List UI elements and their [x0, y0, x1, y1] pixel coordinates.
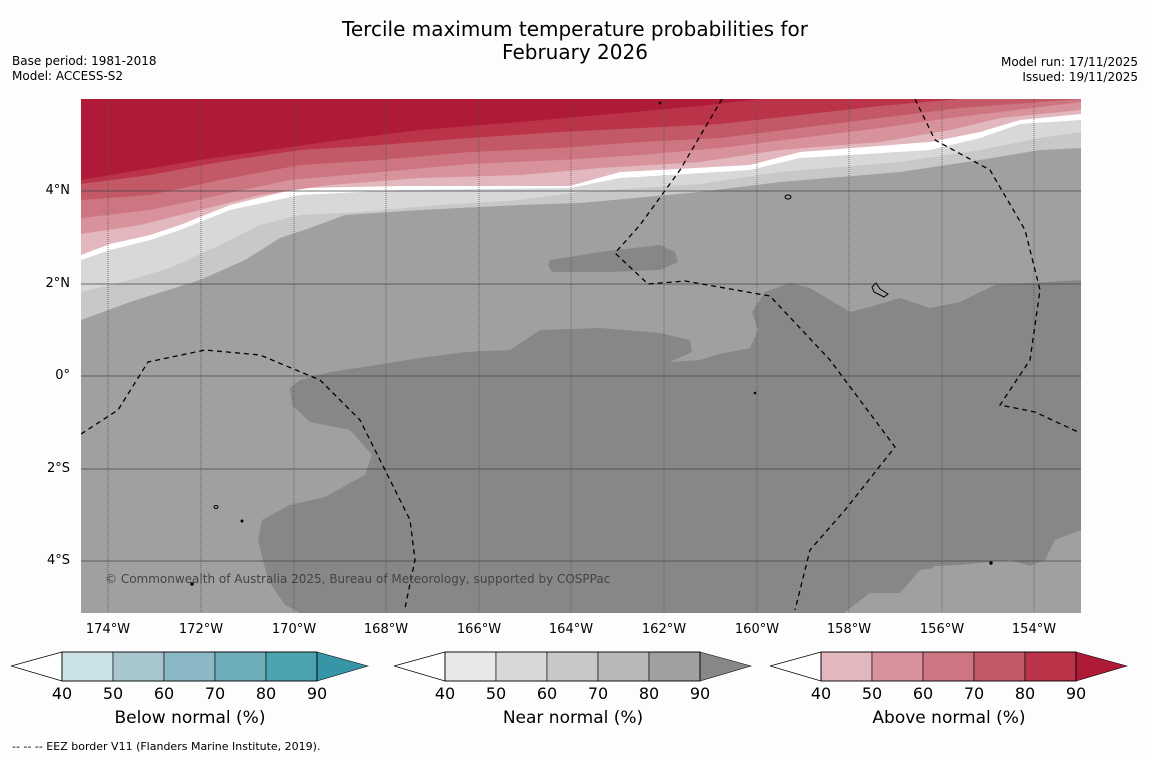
cbar-below-upper-arrow	[316, 651, 369, 682]
lon-label-160w: 160°W	[734, 622, 780, 637]
cbar-above-seg-70-80	[973, 651, 1026, 682]
cbar-above-seg-50-60	[871, 651, 924, 682]
islands	[190, 101, 993, 586]
lon-label-156w: 156°W	[919, 622, 965, 637]
cbar-near-seg-80-90	[648, 651, 701, 682]
near-normal-90-island-region	[548, 245, 678, 272]
cbar-below-tick: 80	[255, 684, 277, 703]
cbar-near-tick: 90	[689, 684, 711, 703]
copyright-note: © Commonwealth of Australia 2025, Bureau…	[105, 572, 611, 586]
cbar-above-seg-60-70	[922, 651, 975, 682]
title-line-2: February 2026	[502, 40, 648, 64]
cbar-below-lower-arrow	[11, 651, 63, 682]
lon-label-174w: 174°W	[85, 622, 131, 637]
cbar-above-tick: 60	[912, 684, 934, 703]
cbar-above-seg-80-90	[1024, 651, 1077, 682]
lon-label-166w: 166°W	[456, 622, 502, 637]
cbar-near-upper-arrow	[699, 651, 752, 682]
cbar-near-tick: 40	[434, 684, 456, 703]
cbar-near-seg-70-80	[597, 651, 650, 682]
lon-label-154w: 154°W	[1011, 622, 1057, 637]
cbar-near-tick: 70	[587, 684, 609, 703]
cbar-near-tick: 80	[638, 684, 660, 703]
cbar-above-seg-40-50	[820, 651, 873, 682]
cbar-below-tick: 50	[102, 684, 124, 703]
cbar-above-title: Above normal (%)	[872, 708, 1026, 728]
eez-footnote: -- -- -- EEZ border V11 (Flanders Marine…	[12, 740, 321, 753]
eez-borders	[81, 99, 1079, 611]
cbar-above-tick: 90	[1065, 684, 1087, 703]
colorbar-below-normal	[11, 651, 369, 682]
title-line-1: Tercile maximum temperature probabilitie…	[342, 17, 808, 41]
cbar-below-seg-40-50	[61, 651, 114, 682]
cbar-above-tick: 80	[1014, 684, 1036, 703]
cbar-near-seg-50-60	[495, 651, 548, 682]
cbar-below-tick: 70	[204, 684, 226, 703]
lon-label-162w: 162°W	[641, 622, 687, 637]
lat-label-4s: 4°S	[46, 553, 70, 568]
cbar-below-tick: 90	[306, 684, 328, 703]
cbar-near-seg-40-50	[444, 651, 497, 682]
cbar-above-lower-arrow	[770, 651, 822, 682]
cbar-near-lower-arrow	[394, 651, 446, 682]
map-fields	[81, 99, 1081, 613]
lat-label-2s: 2°S	[46, 461, 70, 476]
lat-label-2n: 2°N	[45, 276, 71, 291]
cbar-below-seg-70-80	[214, 651, 267, 682]
meta-right: Model run: 17/11/2025 Issued: 19/11/2025	[1001, 55, 1138, 85]
cbar-below-seg-60-70	[163, 651, 216, 682]
cbar-above-tick: 50	[861, 684, 883, 703]
base-period: Base period: 1981-2018	[12, 54, 157, 68]
cbar-near-tick: 60	[536, 684, 558, 703]
cbar-near-tick: 50	[485, 684, 507, 703]
near-normal-80-patch-south	[850, 530, 1081, 613]
cbar-below-tick: 40	[51, 684, 73, 703]
cbar-below-seg-50-60	[112, 651, 165, 682]
lat-label-4n: 4°N	[45, 183, 71, 198]
model-run: Model run: 17/11/2025	[1000, 55, 1138, 69]
cbar-near-seg-60-70	[546, 651, 599, 682]
cbar-below-title: Below normal (%)	[114, 708, 266, 728]
meta-left: Base period: 1981-2018 Model: ACCESS-S2	[12, 54, 157, 84]
colorbar-near-normal	[394, 651, 752, 682]
graticule	[107, 99, 1035, 613]
above-normal-90-band	[81, 99, 760, 180]
near-normal-90-region	[258, 280, 1081, 613]
model-name: Model: ACCESS-S2	[12, 69, 124, 83]
cbar-below-seg-80-90	[265, 651, 318, 682]
cbar-above-upper-arrow	[1075, 651, 1128, 682]
cbar-above-tick: 40	[810, 684, 832, 703]
lon-label-164w: 164°W	[548, 622, 594, 637]
cbar-below-tick: 60	[153, 684, 175, 703]
lon-label-168w: 168°W	[363, 622, 409, 637]
lon-label-158w: 158°W	[826, 622, 872, 637]
lon-label-170w: 170°W	[271, 622, 317, 637]
map-title: Tercile maximum temperature probabilitie…	[0, 18, 1150, 64]
issued-date: Issued: 19/11/2025	[1022, 70, 1138, 84]
lon-label-172w: 172°W	[178, 622, 224, 637]
colorbar-above-normal	[770, 651, 1128, 682]
cbar-above-tick: 70	[963, 684, 985, 703]
cbar-near-title: Near normal (%)	[502, 708, 644, 728]
latitude-lines	[81, 190, 1081, 562]
lat-label-0: 0°	[55, 368, 70, 383]
